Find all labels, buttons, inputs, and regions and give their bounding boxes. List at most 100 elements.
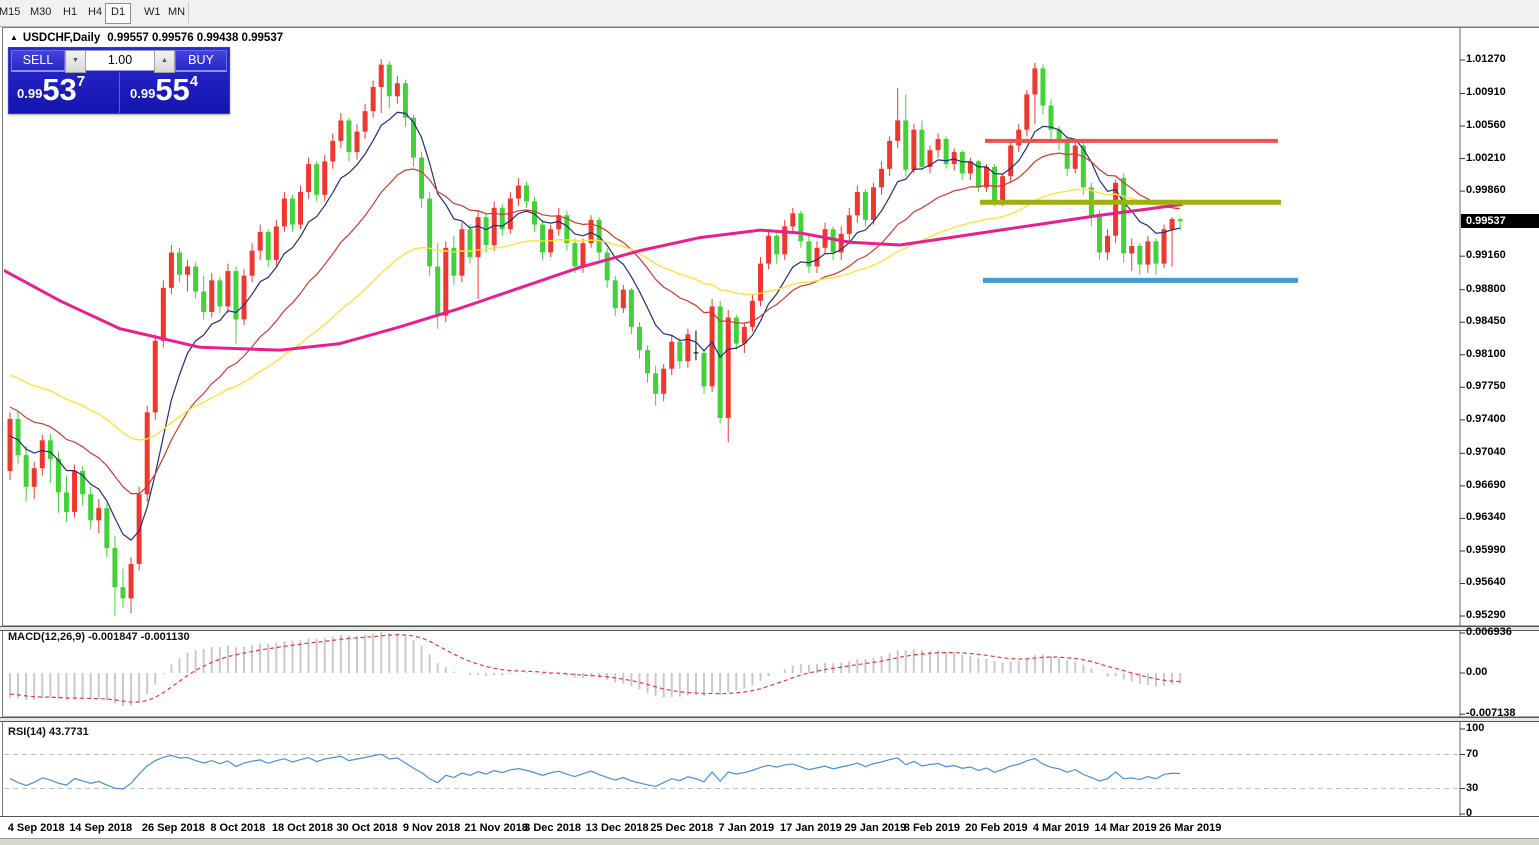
candle-body [1169, 218, 1175, 230]
candle-body [281, 198, 287, 227]
candle-body [1024, 94, 1030, 130]
candle-body [523, 185, 529, 202]
buy-price-display[interactable]: 0.99554 [120, 72, 229, 113]
buy-price-small: 0.99 [130, 86, 156, 101]
date-axis-label: 3 Dec 2018 [524, 822, 582, 834]
candle-body [1137, 245, 1143, 265]
candle-body [443, 247, 449, 316]
price-axis-label: 0.96340 [1466, 511, 1506, 524]
candle-body [47, 440, 53, 459]
candle-body [927, 150, 933, 167]
timeframe-button-W1[interactable]: W1 [144, 6, 161, 18]
candle-body [467, 229, 473, 258]
candle-body [427, 198, 433, 267]
candle-body [677, 341, 683, 362]
candle-body [669, 341, 675, 369]
volume-input[interactable]: 1.00 [85, 50, 155, 71]
ohlc-values: 0.99557 0.99576 0.99438 0.99537 [107, 32, 284, 44]
ma-200-magenta [4, 202, 1184, 352]
candle-body [306, 164, 312, 193]
candle-body [128, 563, 134, 599]
candle-body [830, 229, 836, 253]
chart-frame [2, 27, 1539, 839]
price-axis-label: 0.97750 [1466, 380, 1506, 393]
candle-body [435, 266, 441, 316]
candle-body [289, 198, 295, 225]
panel-splitter-rsi[interactable] [0, 717, 1539, 722]
candle-body [870, 187, 876, 220]
candle-body [265, 232, 271, 260]
candle-body [1080, 145, 1086, 188]
timeframe-button-D1[interactable]: D1 [105, 3, 132, 24]
candle-body [661, 368, 667, 394]
candle-body [717, 306, 723, 418]
candle-body [1153, 241, 1159, 264]
candle-body [209, 280, 215, 312]
collapse-arrow-icon[interactable]: ▲ [10, 33, 18, 42]
candle-body [354, 131, 360, 153]
timeframe-button-M15[interactable]: M15 [0, 6, 21, 18]
macd-title: MACD(12,26,9) -0.001847 -0.001130 [8, 631, 190, 643]
volume-decrease-button[interactable]: ▼ [65, 50, 86, 73]
macd-axis-label: 0.006936 [1466, 626, 1512, 638]
candle-body [1113, 182, 1119, 236]
candle-body [992, 166, 998, 201]
candle-body [1145, 241, 1151, 265]
panel-splitter-macd[interactable] [0, 626, 1539, 631]
macd-signal-line [9, 634, 1181, 703]
candle-body [943, 139, 949, 165]
price-axis-label: 0.99160 [1466, 249, 1506, 262]
rsi-axis-label: 100 [1466, 722, 1485, 734]
date-axis-label: 25 Dec 2018 [650, 822, 714, 834]
window-bottom-edge [0, 838, 1539, 845]
date-axis[interactable] [0, 816, 1539, 838]
candle-body [895, 120, 901, 141]
candle-body [411, 117, 416, 158]
candle-body [1096, 215, 1102, 253]
candle-body [314, 164, 320, 195]
candle-body [1056, 129, 1062, 141]
candle-body [1008, 145, 1014, 177]
candle-body [620, 289, 626, 309]
buy-button[interactable]: BUY [175, 50, 227, 72]
current-price-badge: 0.99537 [1461, 214, 1539, 229]
candle-body [459, 229, 465, 276]
candle-body [23, 455, 29, 487]
timeframe-button-H1[interactable]: H1 [63, 6, 78, 18]
price-axis-label: 0.97040 [1466, 446, 1506, 459]
sell-button[interactable]: SELL [11, 50, 65, 72]
timeframe-button-H4[interactable]: H4 [88, 6, 103, 18]
price-axis-label: 0.95640 [1466, 576, 1506, 589]
chart-title: ▲ USDCHF,Daily 0.99557 0.99576 0.99438 0.9… [10, 32, 283, 44]
candle-body [225, 271, 231, 307]
candle-body [1000, 176, 1006, 201]
date-axis-label: 14 Mar 2019 [1094, 822, 1157, 834]
candle-body [854, 192, 860, 216]
trade-controls-row: SELL ▼ 1.00 ▲ BUY [9, 48, 229, 73]
candle-body [903, 120, 909, 170]
symbol-label: USDCHF,Daily [22, 32, 101, 44]
candle-body [564, 215, 570, 244]
candle-body [185, 266, 191, 275]
candle-body [774, 235, 780, 255]
candle-body [887, 140, 893, 169]
candle-body [919, 129, 925, 167]
candle-body [612, 280, 618, 309]
timeframe-button-MN[interactable]: MN [168, 6, 186, 18]
rsi-line [9, 753, 1181, 790]
sell-price-sup: 7 [76, 73, 86, 90]
sell-price-display[interactable]: 0.99537 [9, 72, 120, 113]
arrow-up-icon: ▲ [161, 57, 168, 64]
candle-body [1016, 129, 1022, 146]
buy-price-sup: 4 [189, 73, 199, 90]
date-axis-label: 14 Sep 2018 [69, 822, 133, 834]
volume-increase-button[interactable]: ▲ [154, 50, 175, 73]
date-axis-label: 8 Oct 2018 [210, 822, 266, 834]
candle-body [572, 243, 578, 267]
candle-body [653, 373, 659, 394]
price-axis-label: 1.00560 [1466, 119, 1506, 132]
timeframe-button-M30[interactable]: M30 [30, 6, 52, 18]
date-axis-label: 21 Nov 2018 [464, 822, 528, 834]
date-axis-label: 17 Jan 2019 [779, 822, 842, 834]
